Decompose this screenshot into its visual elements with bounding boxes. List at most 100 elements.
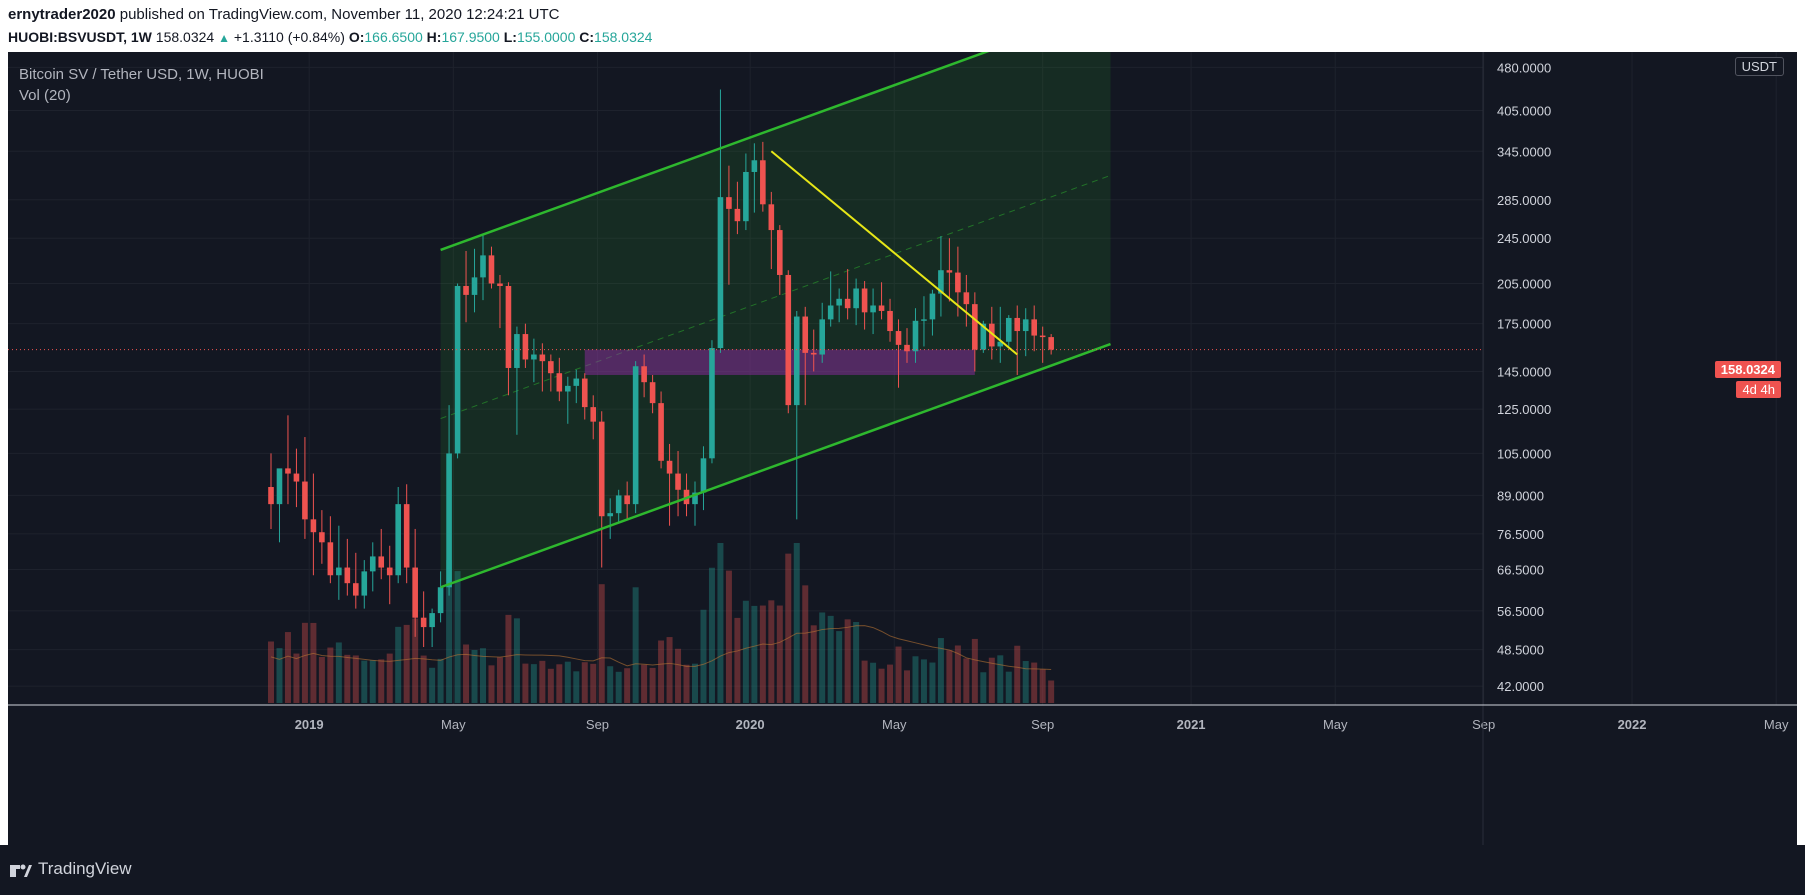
- candle-body: [938, 270, 944, 294]
- volume-bar: [666, 637, 673, 703]
- candle-body: [268, 487, 274, 505]
- volume-bar: [937, 638, 944, 703]
- high-value: 167.9500: [441, 29, 500, 45]
- volume-bars: [268, 543, 1055, 703]
- volume-bar: [361, 660, 368, 703]
- volume-bar: [547, 668, 554, 703]
- volume-bar: [268, 641, 274, 703]
- channel-midline: [440, 174, 1111, 420]
- volume-bar: [480, 648, 486, 703]
- y-tick-label: 125.0000: [1497, 402, 1551, 417]
- volume-bar: [496, 657, 503, 703]
- currency-button[interactable]: USDT: [1734, 57, 1784, 76]
- up-triangle-icon: ▲: [218, 31, 230, 45]
- volume-bar: [488, 665, 495, 703]
- tradingview-brand[interactable]: TradingView: [10, 859, 132, 879]
- volume-bar: [785, 553, 792, 703]
- last-price: 158.0324: [155, 29, 215, 45]
- volume-bar: [734, 617, 741, 703]
- volume-bar: [692, 663, 698, 703]
- candle-body: [327, 542, 334, 576]
- volume-bar: [505, 614, 512, 703]
- x-tick-label: 2022: [1618, 717, 1647, 732]
- chart-legend: Bitcoin SV / Tether USD, 1W, HUOBI Vol (…: [19, 64, 264, 106]
- low-value: 155.0000: [516, 29, 576, 45]
- volume-bar: [369, 660, 376, 703]
- candle-body: [751, 160, 758, 172]
- volume-bar: [853, 622, 860, 703]
- candle-body: [1039, 335, 1046, 338]
- candle-body: [887, 310, 893, 332]
- y-tick-label: 285.0000: [1497, 193, 1551, 208]
- volume-bar: [1014, 645, 1021, 703]
- candle-body: [878, 305, 885, 311]
- x-tick-label: May: [1323, 717, 1348, 732]
- candle-body: [658, 403, 664, 461]
- candle-body: [1022, 319, 1029, 332]
- price-chart[interactable]: 480.0000 405.0000 345.0000 285.0000 245.0000…: [8, 52, 1797, 845]
- candle-body: [615, 495, 622, 514]
- x-tick-label: 2020: [736, 717, 765, 732]
- candle-body: [378, 556, 385, 568]
- open-label: O:: [348, 29, 365, 45]
- candle-body: [768, 204, 775, 231]
- channel-upper-line: [440, 52, 990, 252]
- volume-bar: [352, 655, 359, 703]
- volume-bar: [590, 663, 597, 703]
- chart-area[interactable]: 480.0000 405.0000 345.0000 285.0000 245.0000…: [8, 52, 1797, 845]
- candle-body: [989, 323, 995, 347]
- candle-body: [709, 348, 715, 459]
- candle-body: [895, 331, 902, 345]
- candle-body: [420, 617, 427, 628]
- candle-body: [963, 292, 970, 305]
- candle-body: [785, 274, 792, 406]
- volume-bar: [870, 662, 877, 703]
- candle-body: [827, 305, 834, 320]
- volume-bar: [454, 571, 461, 703]
- volume-bar: [530, 664, 537, 703]
- axes: 480.0000 405.0000 345.0000 285.0000 245.0000…: [8, 52, 1797, 845]
- volume-ma-line: [270, 625, 1052, 671]
- volume-bar: [929, 662, 936, 703]
- candle-body: [844, 298, 851, 309]
- volume-bar: [564, 661, 571, 703]
- volume-bar: [632, 587, 639, 703]
- volume-bar: [437, 658, 444, 703]
- author-name[interactable]: ernytrader2020: [8, 6, 116, 23]
- candle-body: [777, 230, 783, 275]
- volume-bar: [378, 659, 385, 703]
- x-tick-label: May: [1764, 717, 1789, 732]
- open-value: 166.6500: [364, 29, 423, 45]
- volume-bar: [301, 622, 308, 703]
- volume-bar: [971, 638, 978, 703]
- candle-body: [921, 319, 927, 321]
- volume-bar: [429, 667, 436, 703]
- grid-lines: [8, 52, 1777, 705]
- volume-bar: [1031, 662, 1038, 703]
- candle-body: [497, 283, 503, 286]
- volume-bar: [717, 543, 724, 703]
- channel-fill: [440, 52, 1111, 588]
- x-tick-label: Sep: [586, 717, 609, 732]
- candle-body: [692, 492, 698, 505]
- volume-bar: [615, 671, 622, 703]
- volume-bar: [708, 567, 715, 703]
- candle-body: [1048, 337, 1054, 350]
- candle-body: [548, 361, 554, 374]
- candle-body: [743, 171, 749, 222]
- candle-body: [734, 208, 741, 222]
- volume-bar: [624, 668, 631, 703]
- volume-bar: [675, 648, 682, 703]
- close-label: C:: [579, 29, 595, 45]
- candle-body: [336, 567, 342, 576]
- publish-info: published on TradingView.com, November 1…: [119, 6, 560, 23]
- volume-bar: [607, 666, 614, 703]
- candle-body: [531, 354, 537, 360]
- drawings: [8, 52, 1483, 589]
- volume-bar: [861, 660, 868, 703]
- volume-bar: [556, 664, 563, 703]
- high-label: H:: [426, 29, 442, 45]
- candle-body: [463, 285, 469, 295]
- y-tick-label: 345.0000: [1497, 144, 1551, 159]
- candle-body: [946, 270, 953, 273]
